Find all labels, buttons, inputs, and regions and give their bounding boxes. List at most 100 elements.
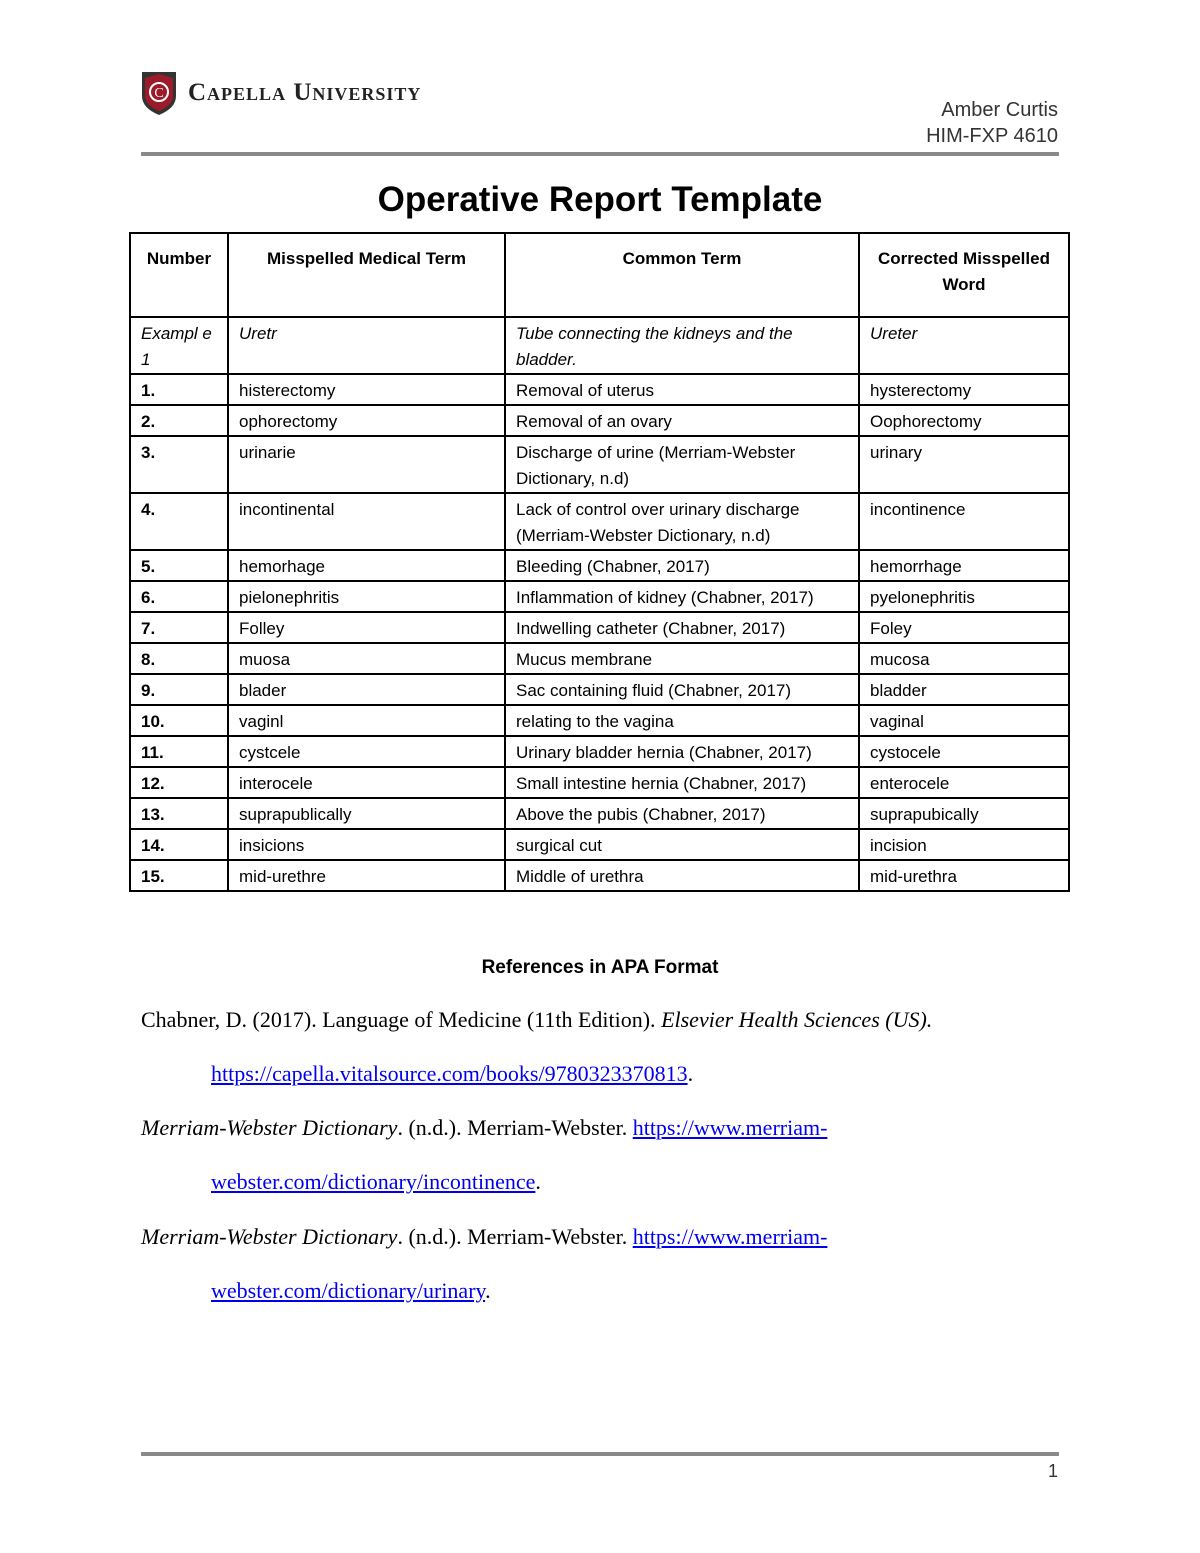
common-cell: Urinary bladder hernia (Chabner, 2017) <box>504 735 860 768</box>
reference-link[interactable]: webster.com/dictionary/incontinence <box>211 1169 536 1194</box>
header-rule <box>141 152 1059 156</box>
table-row: 2. ophorectomy Removal of an ovary Oophorec… <box>129 404 1070 437</box>
author-block: Amber Curtis HIM-FXP 4610 <box>926 97 1058 149</box>
table-row: 5. hemorhage Bleeding (Chabner, 2017) hemo… <box>129 549 1070 582</box>
number-cell: 7. <box>129 611 229 644</box>
corrected-cell: cystocele <box>858 735 1070 768</box>
page-number: 1 <box>1047 1461 1058 1481</box>
table-row: 1. histerectomy Removal of uterus hysterect… <box>129 373 1070 406</box>
misspelled-cell: urinarie <box>227 435 506 494</box>
common-cell: surgical cut <box>504 828 860 861</box>
common-cell: Above the pubis (Chabner, 2017) <box>504 797 860 830</box>
table-row: 10. vaginl relating to the vagina vaginal <box>129 704 1070 737</box>
number-cell: 1. <box>129 373 229 406</box>
corrected-cell: hysterectomy <box>858 373 1070 406</box>
reference-link[interactable]: https://www.merriam- <box>632 1224 828 1249</box>
reference-continuation: webster.com/dictionary/urinary. <box>211 1278 491 1304</box>
ref-period: . <box>535 1169 541 1194</box>
reference-entry: Chabner, D. (2017). Language of Medicine… <box>141 1007 932 1033</box>
terms-table: Number Misspelled Medical Term Common Term… <box>129 232 1070 892</box>
footer-rule <box>141 1452 1059 1456</box>
corrected-cell: incontinence <box>858 492 1070 551</box>
number-cell: 15. <box>129 859 229 892</box>
table-row: 12. interocele Small intestine hernia (Cha… <box>129 766 1070 799</box>
common-cell: Tube connecting the kidneys and the blad… <box>504 316 860 375</box>
corrected-cell: suprapubically <box>858 797 1070 830</box>
number-cell: 6. <box>129 580 229 613</box>
misspelled-cell: vaginl <box>227 704 506 737</box>
reference-link[interactable]: https://www.merriam- <box>632 1115 828 1140</box>
common-cell: relating to the vagina <box>504 704 860 737</box>
misspelled-cell: incontinental <box>227 492 506 551</box>
misspelled-cell: ophorectomy <box>227 404 506 437</box>
table-row: 14. insicions surgical cut incision <box>129 828 1070 861</box>
reference-link[interactable]: webster.com/dictionary/urinary <box>211 1278 486 1303</box>
corrected-cell: bladder <box>858 673 1070 706</box>
number-cell: 2. <box>129 404 229 437</box>
common-cell: Discharge of urine (Merriam-Webster Dict… <box>504 435 860 494</box>
corrected-cell: mid-urethra <box>858 859 1070 892</box>
column-header: Number <box>129 232 229 318</box>
common-cell: Sac containing fluid (Chabner, 2017) <box>504 673 860 706</box>
misspelled-cell: histerectomy <box>227 373 506 406</box>
common-cell: Small intestine hernia (Chabner, 2017) <box>504 766 860 799</box>
column-header: Corrected Misspelled Word <box>858 232 1070 318</box>
page-title: Operative Report Template <box>377 180 823 219</box>
table-row: 11. cystcele Urinary bladder hernia (Chabn… <box>129 735 1070 768</box>
misspelled-cell: interocele <box>227 766 506 799</box>
table-row: 7. Folley Indwelling catheter (Chabner, 20… <box>129 611 1070 644</box>
corrected-cell: hemorrhage <box>858 549 1070 582</box>
common-cell: Indwelling catheter (Chabner, 2017) <box>504 611 860 644</box>
table-row: 8. muosa Mucus membrane mucosa <box>129 642 1070 675</box>
corrected-cell: enterocele <box>858 766 1070 799</box>
ref-period: . <box>687 1061 694 1086</box>
number-cell: 12. <box>129 766 229 799</box>
corrected-cell: incision <box>858 828 1070 861</box>
misspelled-cell: pielonephritis <box>227 580 506 613</box>
number-cell: 5. <box>129 549 229 582</box>
number-cell: 10. <box>129 704 229 737</box>
number-cell: 8. <box>129 642 229 675</box>
reference-entry: Merriam-Webster Dictionary. (n.d.). Merr… <box>141 1224 827 1250</box>
common-cell: Removal of an ovary <box>504 404 860 437</box>
table-row: 4. incontinental Lack of control over urin… <box>129 492 1070 551</box>
reference-continuation: https://capella.vitalsource.com/books/97… <box>211 1061 693 1087</box>
misspelled-cell: cystcele <box>227 735 506 768</box>
misspelled-cell: mid-urethre <box>227 859 506 892</box>
corrected-cell: Ureter <box>858 316 1070 375</box>
corrected-cell: Foley <box>858 611 1070 644</box>
logo-text: Capella University <box>188 79 422 106</box>
number-cell: 13. <box>129 797 229 830</box>
misspelled-cell: blader <box>227 673 506 706</box>
number-cell: 14. <box>129 828 229 861</box>
author-name: Amber Curtis <box>941 99 1058 121</box>
misspelled-cell: insicions <box>227 828 506 861</box>
reference-entry: Merriam-Webster Dictionary. (n.d.). Merr… <box>141 1115 827 1141</box>
misspelled-cell: suprapublically <box>227 797 506 830</box>
table-row: 3. urinarie Discharge of urine (Merriam-We… <box>129 435 1070 494</box>
ref-period: . <box>485 1278 491 1303</box>
number-cell: 11. <box>129 735 229 768</box>
shield-icon: C <box>142 72 176 115</box>
common-cell: Bleeding (Chabner, 2017) <box>504 549 860 582</box>
common-cell: Lack of control over urinary discharge (… <box>504 492 860 551</box>
common-cell: Inflammation of kidney (Chabner, 2017) <box>504 580 860 613</box>
corrected-cell: urinary <box>858 435 1070 494</box>
ref-text: . (n.d.). Merriam-Webster. <box>397 1115 633 1140</box>
corrected-cell: pyelonephritis <box>858 580 1070 613</box>
common-cell: Mucus membrane <box>504 642 860 675</box>
table-row: 9. blader Sac containing fluid (Chabner, 2… <box>129 673 1070 706</box>
table-row: 6. pielonephritis Inflammation of kidney (… <box>129 580 1070 613</box>
ref-italic: Elsevier Health Sciences (US). <box>661 1007 933 1032</box>
ref-italic: Merriam-Webster Dictionary <box>141 1224 398 1249</box>
course-code: HIM-FXP 4610 <box>926 125 1058 147</box>
column-header: Misspelled Medical Term <box>227 232 506 318</box>
reference-link[interactable]: https://capella.vitalsource.com/books/97… <box>211 1061 688 1086</box>
column-header: Common Term <box>504 232 860 318</box>
ref-text: Chabner, D. (2017). Language of Medicine… <box>141 1007 662 1032</box>
ref-text: . (n.d.). Merriam-Webster. <box>397 1224 633 1249</box>
reference-continuation: webster.com/dictionary/incontinence. <box>211 1169 541 1195</box>
number-cell: 4. <box>129 492 229 551</box>
number-cell: 3. <box>129 435 229 494</box>
number-cell: 9. <box>129 673 229 706</box>
